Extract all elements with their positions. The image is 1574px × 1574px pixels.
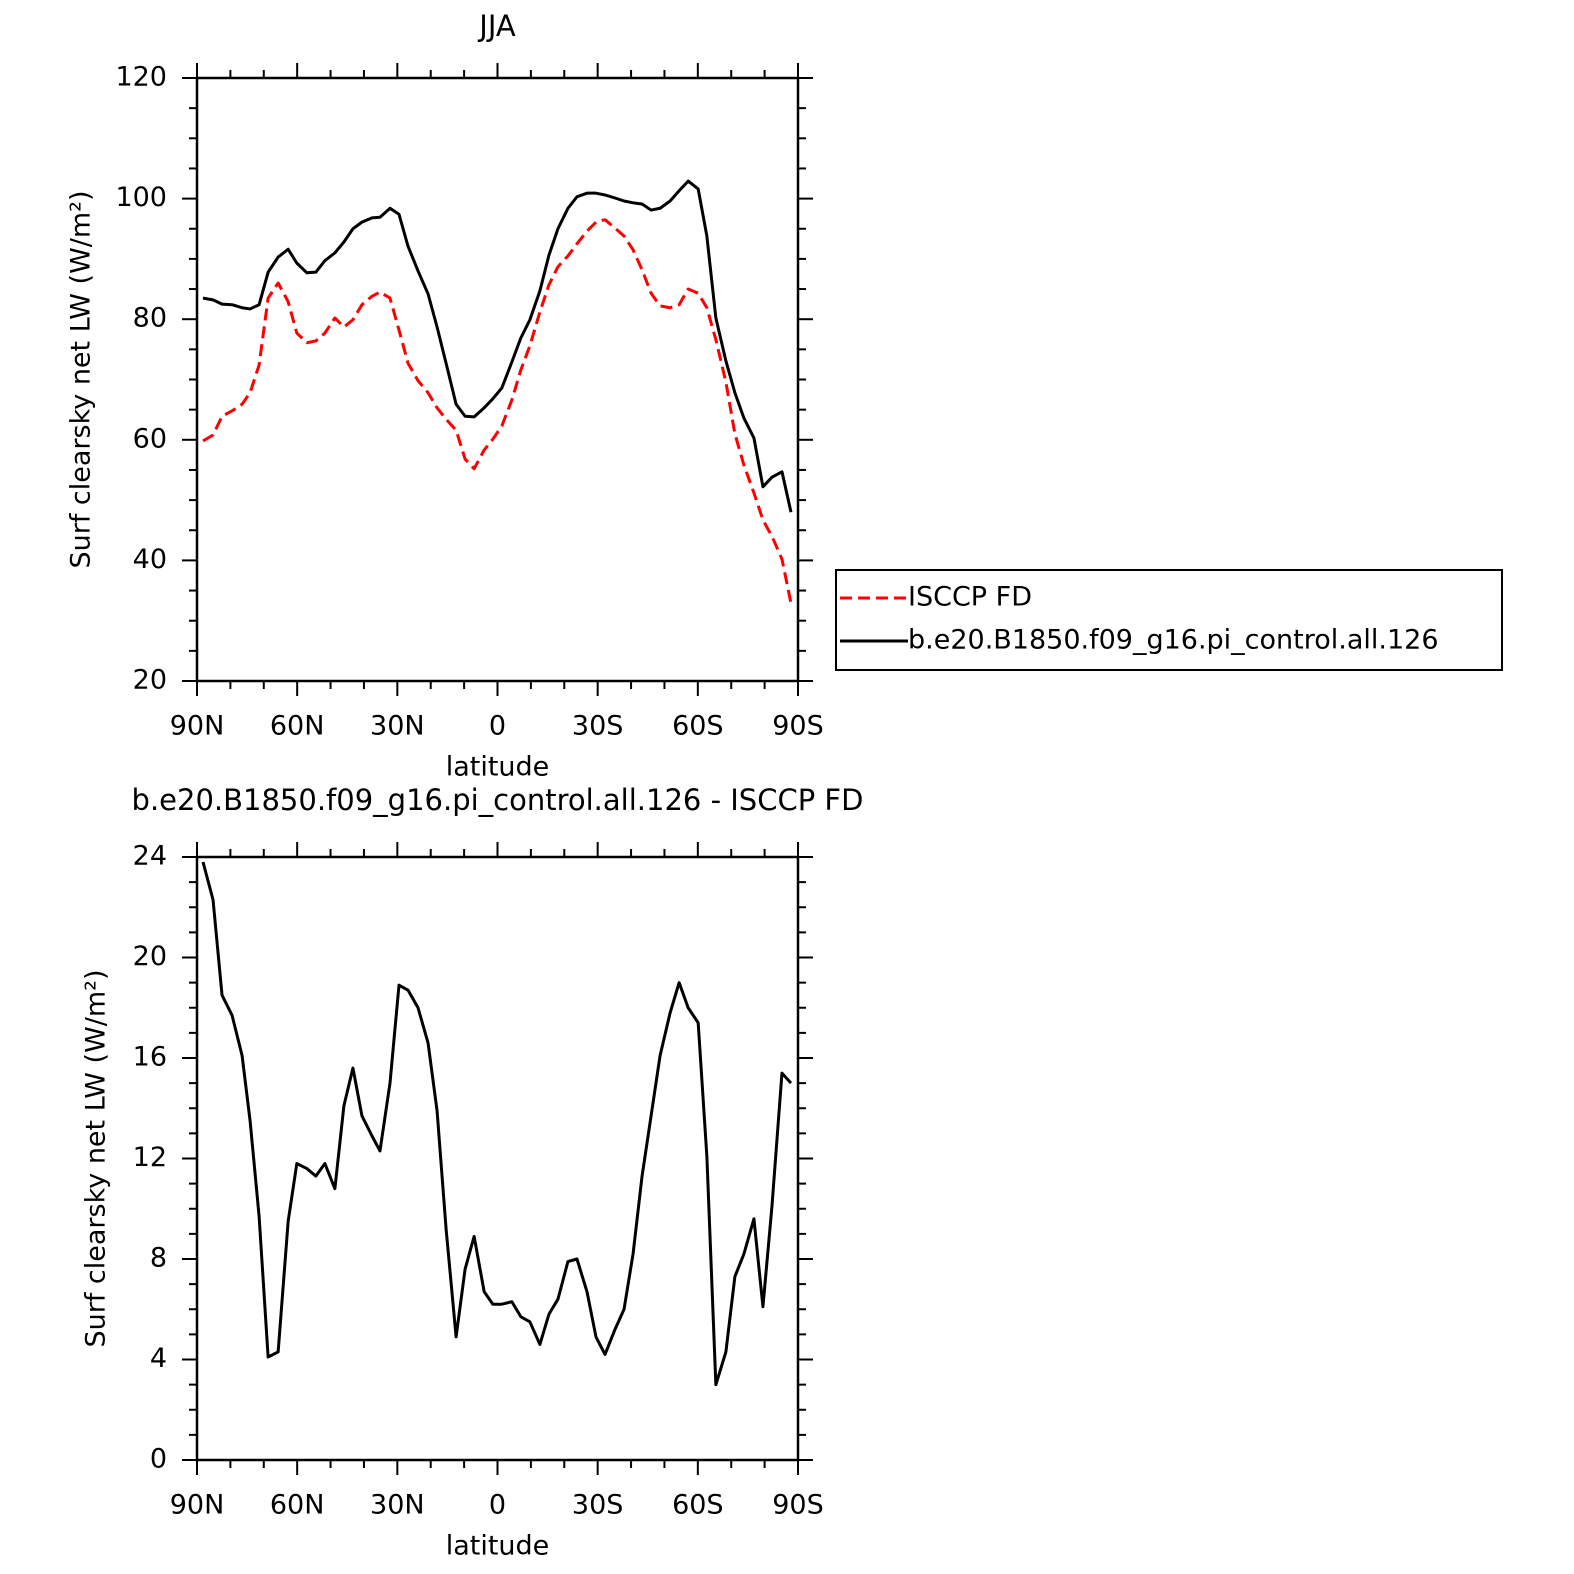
data-line [201,861,793,1387]
x-tick-label: 90N [170,1490,225,1521]
x-tick-label: 0 [489,711,506,742]
data-line [202,218,793,604]
y-tick-label: 24 [133,841,167,872]
x-tick-label: 30N [370,711,425,742]
y-tick-label: 40 [133,544,167,575]
legend-label: ISCCP FD [908,582,1032,613]
legend-box [835,569,1503,671]
y-tick-label: 120 [115,62,167,93]
x-tick-label: 60S [672,711,724,742]
x-axis-label: latitude [446,752,550,783]
y-tick-label: 20 [133,941,167,972]
chart-title: JJA [477,9,516,43]
y-axis-label: Surf clearsky net LW (W/m²) [81,969,112,1347]
plot-frame [195,76,800,683]
x-tick-label: 0 [489,1490,506,1521]
x-tick-label: 90N [170,711,225,742]
y-tick-label: 8 [150,1243,167,1274]
x-axis-label: latitude [446,1531,550,1562]
x-tick-label: 60N [270,1490,325,1521]
y-tick-label: 0 [150,1444,167,1475]
y-tick-label: 20 [133,665,167,696]
x-tick-label: 30N [370,1490,425,1521]
x-tick-label: 30S [572,711,624,742]
x-tick-label: 60N [270,711,325,742]
x-tick-label: 90S [772,711,824,742]
chart-title: b.e20.B1850.f09_g16.pi_control.all.126 -… [132,783,864,817]
x-tick-label: 60S [672,1490,724,1521]
y-tick-label: 16 [133,1042,167,1073]
y-tick-label: 60 [133,423,167,454]
y-tick-label: 12 [133,1142,167,1173]
x-tick-label: 30S [572,1490,624,1521]
y-tick-label: 100 [115,182,167,213]
y-tick-label: 4 [150,1343,167,1374]
y-tick-label: 80 [133,303,167,334]
legend-label: b.e20.B1850.f09_g16.pi_control.all.126 [908,625,1439,656]
data-line [202,179,793,513]
y-axis-label: Surf clearsky net LW (W/m²) [66,190,97,568]
x-tick-label: 90S [772,1490,824,1521]
